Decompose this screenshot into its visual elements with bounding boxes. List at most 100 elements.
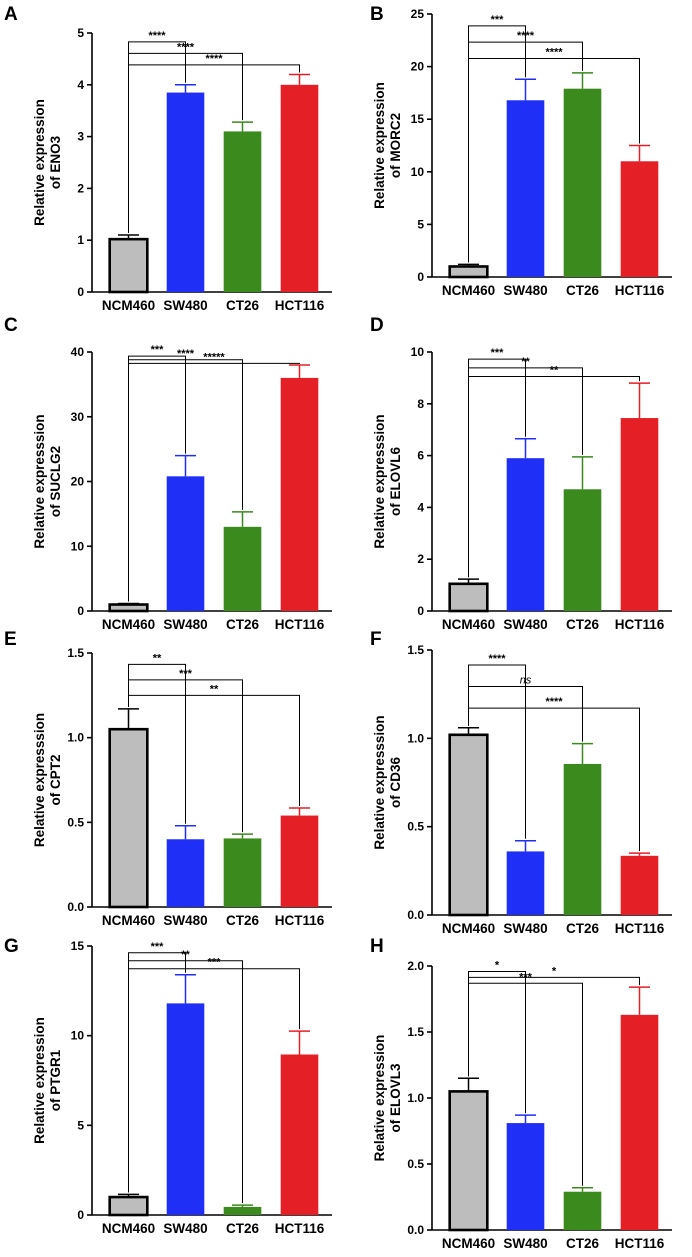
significance-label: ns (520, 675, 532, 687)
significance-label: ** (550, 364, 559, 376)
bar-sw480 (166, 476, 205, 611)
y-tick-label: 4 (77, 78, 84, 92)
significance-label: **** (545, 47, 563, 59)
bar-ncm460 (448, 733, 489, 917)
significance-label: *** (519, 971, 533, 983)
significance-label: *** (151, 344, 165, 356)
y-tick-label: 10 (71, 539, 85, 553)
bar-sw480 (166, 92, 205, 292)
x-category-label: NCM460 (442, 283, 495, 298)
x-category-label: SW480 (503, 617, 547, 632)
y-tick-label: 0.0 (407, 1223, 424, 1237)
significance-label: ***** (203, 351, 225, 363)
significance-label: **** (205, 53, 223, 65)
y-tick-label: 1.5 (67, 646, 84, 660)
panel-g: G Relative expressionof PTGR1 0 5 10 15 NCM460… (4, 936, 332, 1236)
x-category-label: CT26 (566, 921, 600, 936)
x-category-label: SW480 (163, 913, 207, 928)
bar-hct116 (280, 1054, 319, 1215)
y-axis-label-line: Relative expresssion (32, 713, 47, 847)
x-category-label: CT26 (226, 1221, 260, 1236)
y-tick-label: 0.0 (67, 900, 84, 914)
y-tick-label: 20 (411, 60, 425, 74)
bar-ncm460 (108, 727, 149, 909)
x-category-label: HCT116 (275, 298, 325, 313)
y-tick-label: 2 (77, 181, 84, 195)
y-tick-label: 30 (71, 410, 85, 424)
y-axis-label-line: Relative expression (32, 99, 47, 226)
bar-ncm460 (448, 582, 489, 613)
significance-bracket (468, 982, 583, 1186)
bar-ncm460 (108, 603, 149, 613)
significance-bracket (128, 694, 300, 806)
y-tick-label: 3 (77, 130, 84, 144)
x-category-label: NCM460 (102, 1221, 155, 1236)
y-axis-label: Relative expressionof ENO3 (32, 99, 63, 226)
y-tick-label: 1.0 (407, 1091, 424, 1105)
bar-hct116 (280, 377, 319, 611)
y-tick-label: 20 (71, 475, 85, 489)
bar-sw480 (506, 458, 545, 611)
y-axis-label-line: Relative expresssion (372, 414, 387, 548)
x-category-label: HCT116 (615, 617, 665, 632)
x-category-label: NCM460 (102, 617, 155, 632)
panel-label: H (370, 936, 384, 957)
significance-label: **** (177, 348, 195, 360)
x-category-label: CT26 (226, 913, 260, 928)
panel-h: H Relative expressionof ELOVL3 0.0 0.5 1.0 1.… (370, 936, 672, 1251)
significance-label: *** (491, 14, 505, 26)
y-tick-label: 25 (411, 7, 425, 21)
panel-label: B (370, 4, 384, 25)
x-category-label: SW480 (503, 921, 547, 936)
bar-sw480 (506, 851, 545, 915)
y-tick-label: 0 (417, 270, 424, 284)
y-tick-label: 0.5 (407, 1157, 424, 1171)
significance-label: **** (177, 41, 195, 53)
y-axis-label-line: of CPT2 (48, 754, 63, 805)
significance-bracket (128, 968, 300, 1193)
x-category-label: NCM460 (442, 1236, 495, 1251)
significance-bracket (468, 707, 640, 852)
y-tick-label: 0 (77, 285, 84, 299)
panel-b: B Relative expressionof MORC2 0 5 10 15 20 25 NC… (370, 4, 672, 298)
y-axis-label: Relative expresssionof CD36 (372, 715, 403, 849)
bar-sw480 (506, 1123, 545, 1230)
panel-label: F (370, 629, 382, 650)
bar-ncm460 (448, 265, 489, 279)
y-tick-label: 2 (417, 552, 424, 566)
y-tick-label: 0 (77, 1208, 84, 1222)
bar-hct116 (620, 418, 659, 611)
y-axis-label: Relative expresssionof CPT2 (32, 713, 63, 847)
y-axis-label-line: of PTGR1 (48, 1049, 63, 1111)
x-category-label: NCM460 (102, 298, 155, 313)
significance-label: * (552, 965, 557, 977)
bar-ncm460 (448, 1090, 489, 1232)
x-category-label: SW480 (503, 1236, 547, 1251)
bar-ct26 (223, 838, 262, 907)
panel-label: G (4, 936, 19, 957)
y-tick-label: 2.0 (407, 959, 424, 973)
panel-a: A Relative expressionof ENO3 0 1 2 3 4 5 NCM460 S… (4, 4, 332, 313)
y-tick-label: 0.0 (407, 908, 424, 922)
x-category-label: HCT116 (275, 617, 325, 632)
significance-label: *** (179, 668, 193, 680)
significance-bracket (468, 686, 583, 742)
bar-ct26 (223, 526, 262, 611)
panel-f: F Relative expresssionof CD36 0.0 0.5 1.0 1.5… (370, 629, 672, 936)
y-tick-label: 15 (411, 112, 425, 126)
y-axis-label-line: of CD36 (388, 757, 403, 808)
significance-label: *** (151, 941, 165, 953)
x-category-label: NCM460 (442, 921, 495, 936)
bar-ncm460 (108, 237, 149, 294)
panel-e: E Relative expresssionof CPT2 0.0 0.5 1.0 1.5… (4, 629, 332, 928)
y-axis-label: Relative expressionof PTGR1 (32, 1017, 63, 1144)
bar-ct26 (563, 489, 602, 611)
bar-hct116 (280, 815, 319, 907)
x-category-label: CT26 (566, 283, 600, 298)
significance-label: *** (208, 957, 222, 969)
significance-bracket (468, 976, 640, 1077)
significance-label: ** (210, 683, 219, 695)
significance-label: ** (153, 652, 162, 664)
y-axis-label: Relative expressionof MORC2 (372, 82, 403, 209)
significance-label: ** (181, 949, 190, 961)
